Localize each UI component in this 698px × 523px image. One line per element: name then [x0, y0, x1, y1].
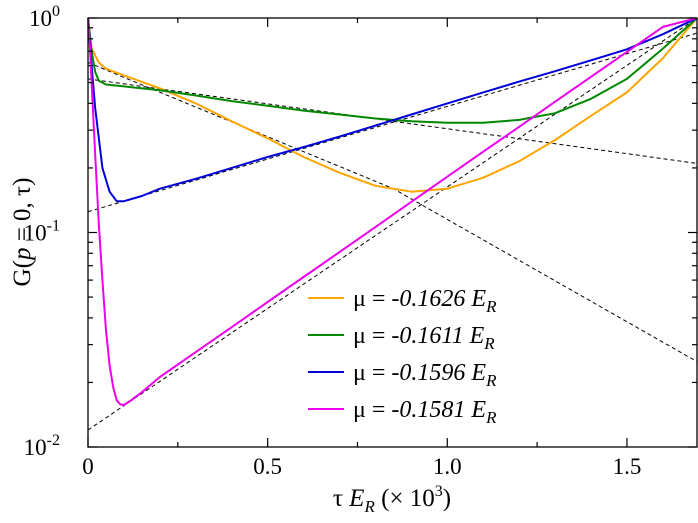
data-series	[88, 18, 697, 406]
series-line-4	[88, 18, 697, 406]
y-tick-label: 10-1	[24, 218, 60, 246]
x-tick-label: 0	[82, 454, 94, 479]
axis-ticks	[87, 17, 697, 448]
legend-label-2: μ = -0.1611 ER	[353, 323, 495, 353]
legend: μ = -0.1626 ER μ = -0.1611 ER μ = -0.1596 …	[308, 286, 497, 427]
fit-curve-1	[88, 18, 697, 431]
series-line-2	[88, 18, 697, 124]
x-tick-label: 0.5	[253, 454, 282, 479]
series-line-1	[88, 18, 697, 193]
legend-label-3: μ = -0.1596 ER	[353, 360, 497, 390]
tick-labels: 0 0.5 1.0 1.5 100 10-1 10-2	[24, 3, 642, 479]
legend-label-4: μ = -0.1581 ER	[353, 397, 497, 427]
x-axis-label: τ ER (× 103)	[333, 483, 451, 516]
fit-curve-3	[88, 78, 697, 164]
y-axis-label: G(p = 0, τ)	[9, 178, 36, 287]
fit-curve-2	[88, 32, 697, 213]
y-tick-label: 100	[29, 3, 60, 31]
x-tick-label: 1.5	[613, 454, 642, 479]
y-tick-label: 10-2	[24, 432, 60, 460]
series-line-3	[88, 18, 697, 203]
x-tick-label: 1.0	[433, 454, 462, 479]
legend-label-1: μ = -0.1626 ER	[353, 286, 497, 316]
